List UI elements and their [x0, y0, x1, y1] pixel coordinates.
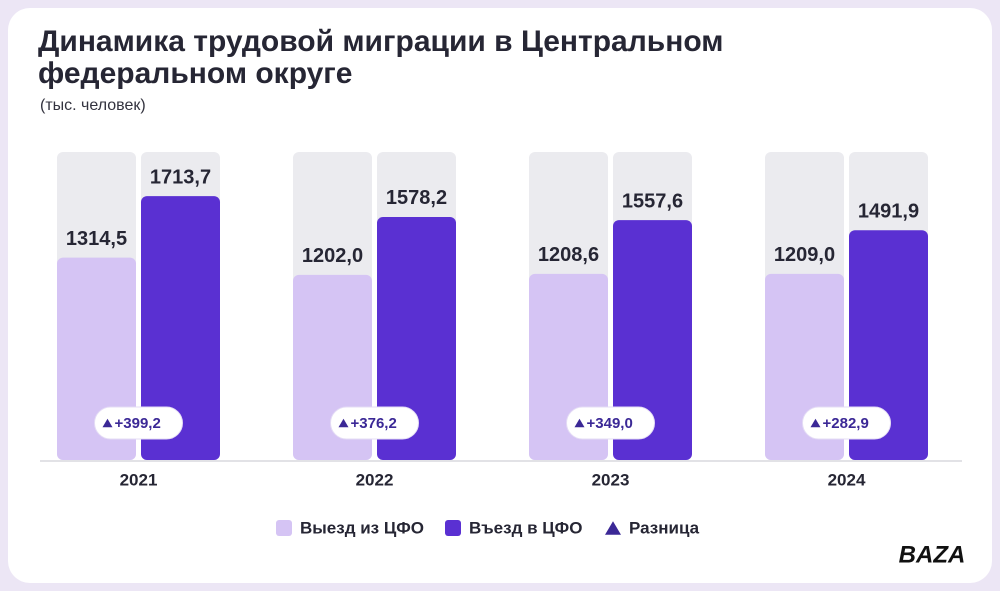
difference-marker	[102, 418, 113, 428]
difference-label: +399,2	[115, 415, 161, 432]
difference-marker	[574, 418, 585, 428]
bar	[849, 230, 928, 460]
value-label: 1557,6	[622, 190, 683, 212]
difference-label: +349,0	[587, 415, 633, 432]
difference-marker	[810, 418, 821, 428]
value-label: 1491,9	[858, 201, 919, 223]
logo: BAZA	[899, 541, 966, 568]
legend-swatch	[276, 520, 292, 536]
legend-label: Выезд из ЦФО	[300, 518, 424, 537]
difference-marker	[338, 418, 349, 428]
x-tick-label: 2021	[120, 470, 158, 489]
x-tick-label: 2024	[828, 470, 866, 489]
legend-label: Разница	[629, 518, 700, 537]
legend-swatch	[445, 520, 461, 536]
x-tick-label: 2022	[356, 470, 394, 489]
value-label: 1202,0	[302, 245, 363, 267]
value-label: 1578,2	[386, 187, 447, 209]
legend-label: Въезд в ЦФО	[469, 518, 582, 537]
value-label: 1713,7	[150, 166, 211, 188]
x-tick-label: 2023	[592, 470, 630, 489]
chart-title: Динамика трудовой миграции в Центральном…	[38, 25, 724, 90]
value-label: 1314,5	[66, 228, 127, 250]
value-label: 1208,6	[538, 244, 599, 266]
difference-pill	[802, 406, 891, 440]
bar	[377, 216, 456, 460]
bar	[141, 196, 220, 460]
value-label: 1209,0	[774, 244, 835, 266]
difference-label: +376,2	[351, 415, 397, 432]
difference-label: +282,9	[823, 415, 869, 432]
legend-marker	[605, 521, 621, 535]
chart-subtitle: (тыс. человек)	[40, 97, 146, 114]
difference-pill	[94, 406, 183, 440]
difference-pill	[330, 406, 419, 440]
difference-pill	[566, 406, 655, 440]
bar	[613, 220, 692, 460]
